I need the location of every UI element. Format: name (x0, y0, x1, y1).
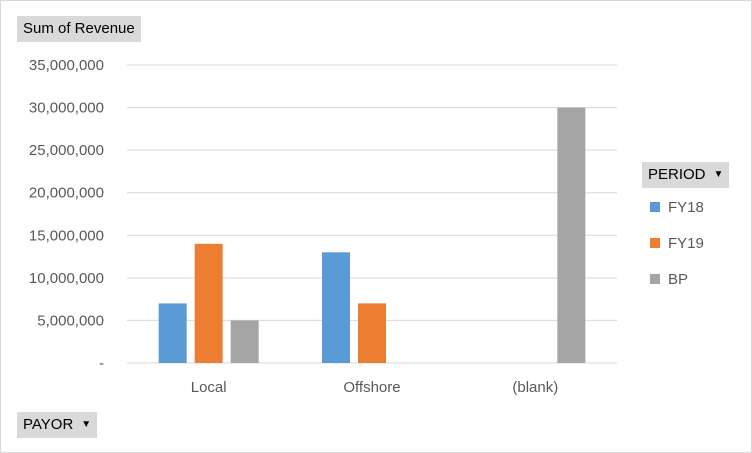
x-tick-label: Local (191, 379, 227, 396)
y-tick-label: - (99, 355, 104, 372)
x-tick-label: Offshore (343, 379, 400, 396)
value-field-button[interactable]: Sum of Revenue (17, 16, 141, 42)
y-tick-label: 25,000,000 (29, 142, 104, 159)
payor-field-button[interactable]: PAYOR ▼ (17, 412, 98, 438)
legend-item-fy19[interactable]: FY19 (650, 235, 704, 253)
period-field-button[interactable]: PERIOD ▼ (642, 162, 730, 188)
y-tick-label: 20,000,000 (29, 185, 104, 202)
y-tick-label: 15,000,000 (29, 227, 104, 244)
legend-swatch (650, 238, 660, 249)
bar-bp-2[interactable] (557, 107, 586, 363)
bar-fy18-1[interactable] (322, 252, 350, 363)
legend-label: BP (668, 271, 689, 288)
y-axis-tick-labels: - 5,000,000 10,000,000 15,000,000 20,000,000… (29, 57, 104, 372)
y-tick-label: 10,000,000 (29, 270, 104, 287)
bars (158, 107, 586, 363)
value-field-label: Sum of Revenue (23, 20, 135, 37)
bar-fy19-1[interactable] (358, 303, 386, 363)
y-tick-label: 5,000,000 (37, 312, 104, 329)
legend-item-bp[interactable]: BP (650, 271, 688, 289)
bar-bp-0[interactable] (230, 320, 259, 363)
y-tick-label: 35,000,000 (29, 57, 104, 74)
bar-fy19-0[interactable] (194, 243, 223, 363)
legend-label: FY18 (668, 199, 704, 216)
payor-field-label: PAYOR (23, 416, 74, 433)
y-tick-label: 30,000,000 (29, 100, 104, 117)
legend-swatch (650, 202, 660, 213)
x-axis-tick-labels: Local Offshore (blank) (191, 379, 559, 396)
period-field-label: PERIOD (648, 166, 706, 183)
legend-swatch (650, 274, 660, 285)
bar-fy18-0[interactable] (158, 303, 187, 363)
legend-label: FY19 (668, 235, 704, 252)
dropdown-arrow-icon: ▼ (81, 419, 92, 431)
dropdown-arrow-icon: ▼ (713, 169, 724, 181)
x-tick-label: (blank) (512, 379, 558, 396)
legend-item-fy18[interactable]: FY18 (650, 199, 704, 217)
